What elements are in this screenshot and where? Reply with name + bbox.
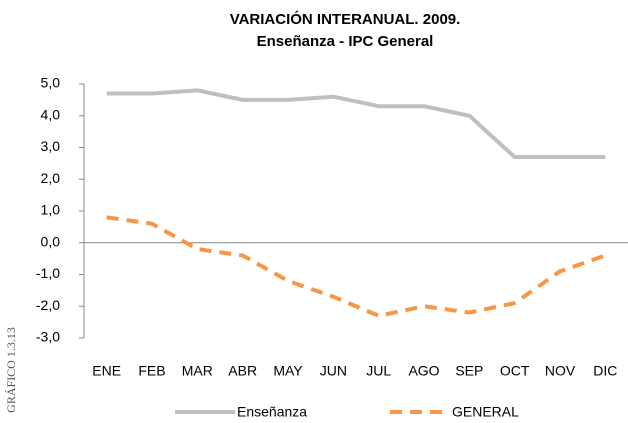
y-tick-label: 5,0 [41,75,61,91]
y-tick-label: 0,0 [41,233,61,249]
y-tick-label: 4,0 [41,106,61,122]
x-tick-label: ENE [92,363,121,379]
legend-label: Enseñanza [237,404,307,420]
x-tick-label: MAY [273,363,303,379]
y-tick-label: 3,0 [41,138,61,154]
y-tick-label: -2,0 [36,297,60,313]
x-tick-label: AGO [408,363,439,379]
legend-label: GENERAL [452,404,519,420]
line-series [106,215,606,318]
x-tick-label: SEP [455,363,483,379]
x-tick-label: JUL [366,363,391,379]
y-tick-label: -3,0 [36,329,60,345]
chart-title: VARIACIÓN INTERANUAL. 2009. [230,10,461,28]
line-series [106,88,606,160]
y-tick-label: 1,0 [41,202,61,218]
x-tick-label: OCT [500,363,530,379]
x-tick-label: JUN [320,363,347,379]
x-tick-label: NOV [545,363,576,379]
x-tick-label: ABR [228,363,257,379]
x-tick-label: FEB [138,363,165,379]
x-tick-label: DIC [593,363,617,379]
side-label: GRÁFICO 1.3.13 [4,327,18,413]
y-tick-label: -1,0 [36,265,60,281]
x-tick-label: MAR [182,363,213,379]
y-tick-label: 2,0 [41,170,61,186]
chart-subtitle: Enseñanza - IPC General [257,33,434,50]
